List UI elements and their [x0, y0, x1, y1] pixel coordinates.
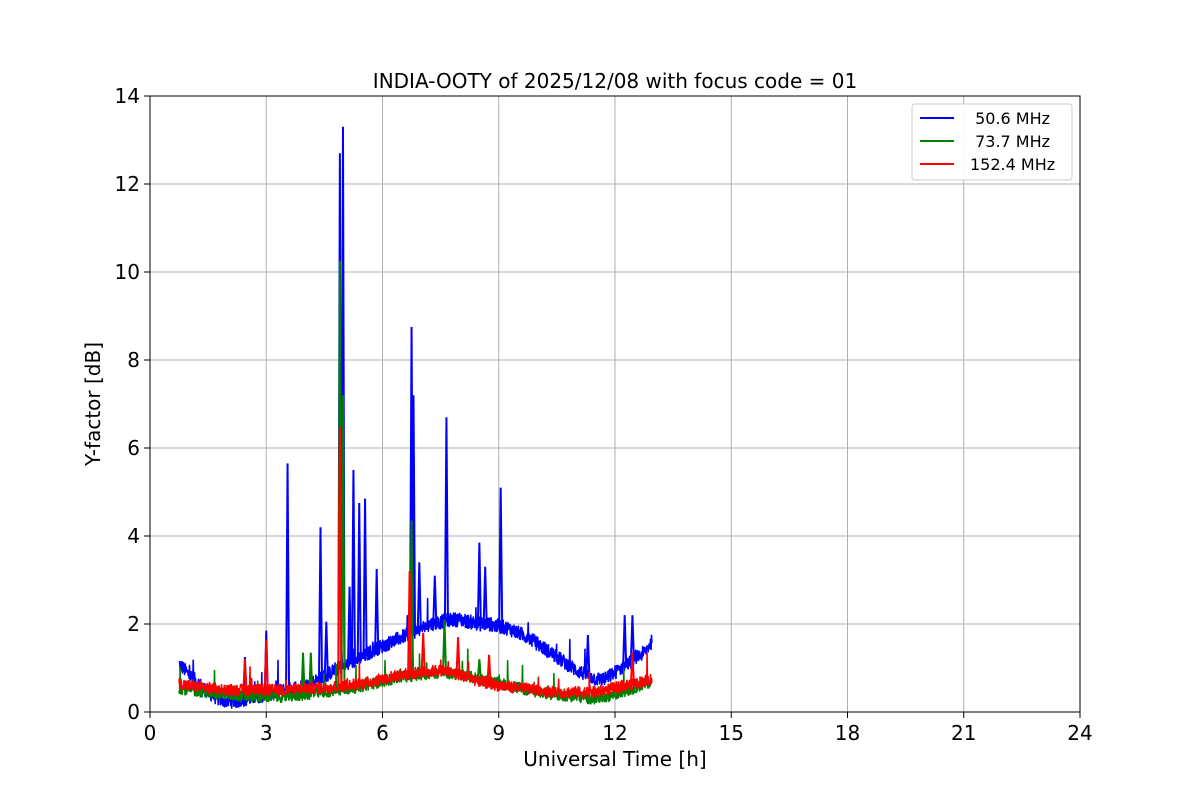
series-spike	[629, 652, 635, 684]
legend-frame	[911, 103, 1073, 181]
series-spike	[442, 619, 447, 673]
series-spike	[622, 615, 628, 666]
series-2	[178, 425, 653, 699]
x-tick-label: 18	[835, 721, 860, 745]
x-tick-label: 9	[492, 721, 505, 745]
series-spike	[362, 498, 368, 656]
x-axis-ticks: 0 3 6 9 12 15 18 21 24	[144, 712, 1093, 745]
series-spike	[318, 527, 323, 679]
series-spike	[476, 659, 482, 680]
legend-label: 50.6 MHz	[970, 109, 1050, 128]
series-spike	[300, 652, 306, 695]
series-spike	[308, 652, 314, 694]
y-axis-label: Y-factor [dB]	[81, 342, 105, 467]
series-spike	[347, 586, 353, 664]
series-spike	[337, 425, 343, 687]
x-tick-label: 24	[1067, 721, 1092, 745]
x-tick-label: 3	[260, 721, 273, 745]
series-spike	[476, 542, 482, 625]
series-spike	[585, 634, 591, 676]
series-spike	[407, 571, 413, 674]
series-spike	[323, 621, 329, 676]
x-tick-label: 21	[951, 721, 976, 745]
series-spike	[285, 463, 291, 690]
y-tick-label: 6	[127, 436, 140, 460]
series-spike	[350, 469, 356, 662]
y-axis-ticks: 0 2 4 6 8 10 12 14	[115, 84, 150, 724]
legend-entries: 50.6 MHz 73.7 MHz 152.4 MHz	[920, 109, 1055, 174]
series-spike	[443, 417, 449, 621]
series-spike	[498, 487, 504, 627]
y-tick-label: 0	[127, 700, 140, 724]
series-spike	[629, 615, 635, 661]
legend-label: 152.4 MHz	[970, 155, 1055, 174]
series-spike	[356, 502, 362, 659]
series-spike	[420, 632, 426, 673]
y-tick-label: 4	[127, 524, 140, 548]
x-tick-label: 15	[719, 721, 744, 745]
y-tick-label: 2	[127, 612, 140, 636]
series-spike	[340, 395, 346, 691]
y-tick-label: 12	[115, 172, 140, 196]
series-layer	[178, 126, 653, 709]
series-spike	[486, 654, 492, 684]
y-tick-label: 10	[115, 260, 140, 284]
series-spike	[455, 637, 461, 675]
legend: 50.6 MHz 73.7 MHz 152.4 MHz	[911, 103, 1073, 181]
series-spike	[482, 566, 488, 625]
chart-title: INDIA-OOTY of 2025/12/08 with focus code…	[373, 69, 857, 93]
legend-label: 73.7 MHz	[970, 132, 1050, 151]
y-tick-label: 8	[127, 348, 140, 372]
series-line	[178, 652, 653, 699]
series-spike	[374, 568, 380, 649]
x-axis-label: Universal Time [h]	[523, 747, 706, 771]
y-tick-label: 14	[115, 84, 140, 108]
series-spike	[416, 562, 422, 630]
series-spike	[242, 659, 248, 691]
x-tick-label: 6	[376, 721, 389, 745]
x-tick-label: 0	[144, 721, 157, 745]
x-tick-label: 12	[602, 721, 627, 745]
series-spike	[263, 639, 269, 691]
series-spike	[432, 575, 438, 624]
